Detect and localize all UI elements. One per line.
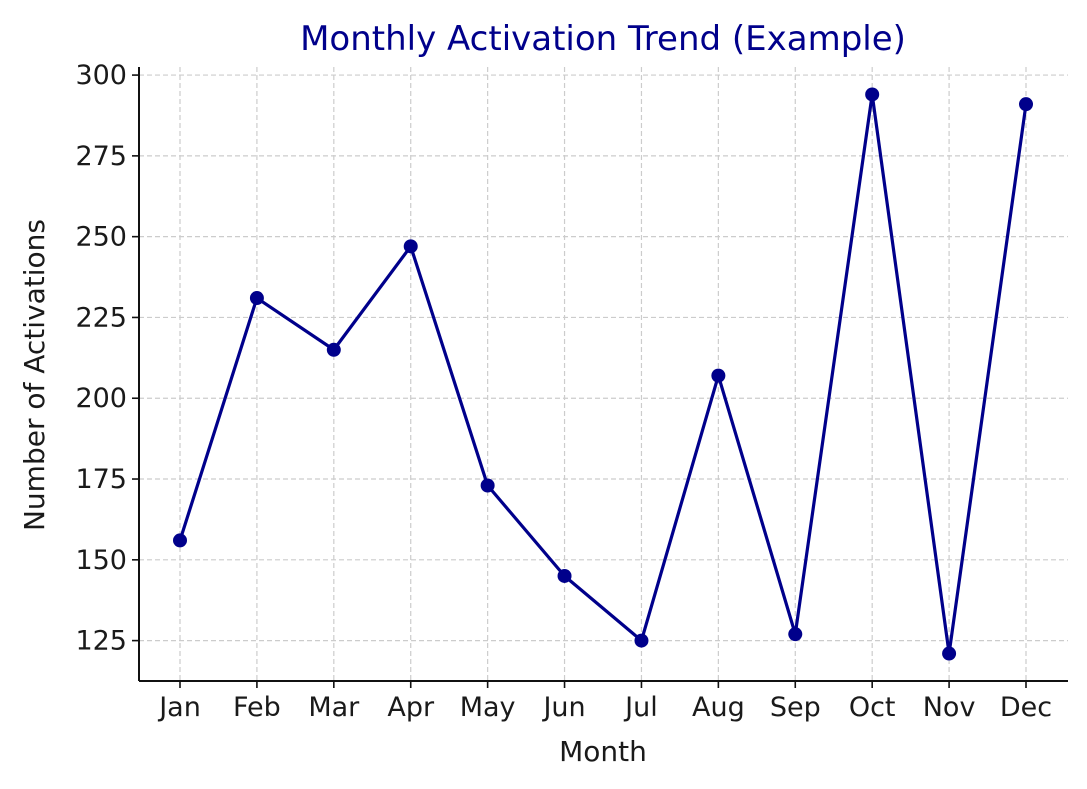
data-point-mar (326, 342, 341, 357)
data-point-feb (249, 291, 264, 306)
axes (138, 67, 1068, 682)
data-point-aug (711, 368, 726, 383)
data-point-jul (634, 633, 649, 648)
y-tick-label: 150 (75, 545, 127, 576)
y-axis-label: Number of Activations (18, 219, 51, 531)
y-tick-label: 225 (75, 302, 127, 333)
x-tick-label: Dec (1000, 692, 1052, 723)
x-tick-label: Nov (923, 692, 976, 723)
x-tick-label: Oct (849, 692, 896, 723)
y-tick-label: 250 (75, 222, 127, 253)
series-line-group (173, 87, 1033, 661)
x-tick-label: Apr (387, 692, 435, 723)
data-point-dec (1019, 97, 1033, 112)
x-tick-label: May (460, 692, 516, 723)
data-point-apr (403, 239, 418, 254)
data-point-jan (173, 533, 187, 548)
x-tick-label: Feb (233, 692, 281, 723)
tick-labels: Jan Feb Mar Apr May Jun Jul Aug Sep Oct Nov Dec 125 1… (75, 60, 1052, 723)
x-tick-label: Jun (541, 692, 585, 723)
x-tick-label: Mar (308, 692, 360, 723)
y-tick-label: 275 (75, 141, 127, 172)
data-point-sep (788, 627, 803, 642)
x-tick-label: Jul (623, 692, 658, 723)
series-line (178, 92, 1028, 656)
x-tick-label: Jan (157, 692, 201, 723)
x-tick-label: Aug (692, 692, 745, 723)
y-tick-label: 125 (75, 626, 127, 657)
y-tick-label: 175 (75, 464, 127, 495)
x-tick-label: Sep (770, 692, 821, 723)
data-point-oct (865, 87, 880, 102)
data-point-nov (942, 646, 957, 661)
data-point-may (480, 478, 495, 493)
chart-title: Monthly Activation Trend (Example) (300, 19, 906, 59)
y-tick-label: 300 (75, 60, 127, 91)
y-tick-label: 200 (75, 383, 127, 414)
grid-lines (139, 67, 1068, 681)
data-point-jun (557, 568, 572, 583)
x-axis-label: Month (559, 735, 647, 768)
